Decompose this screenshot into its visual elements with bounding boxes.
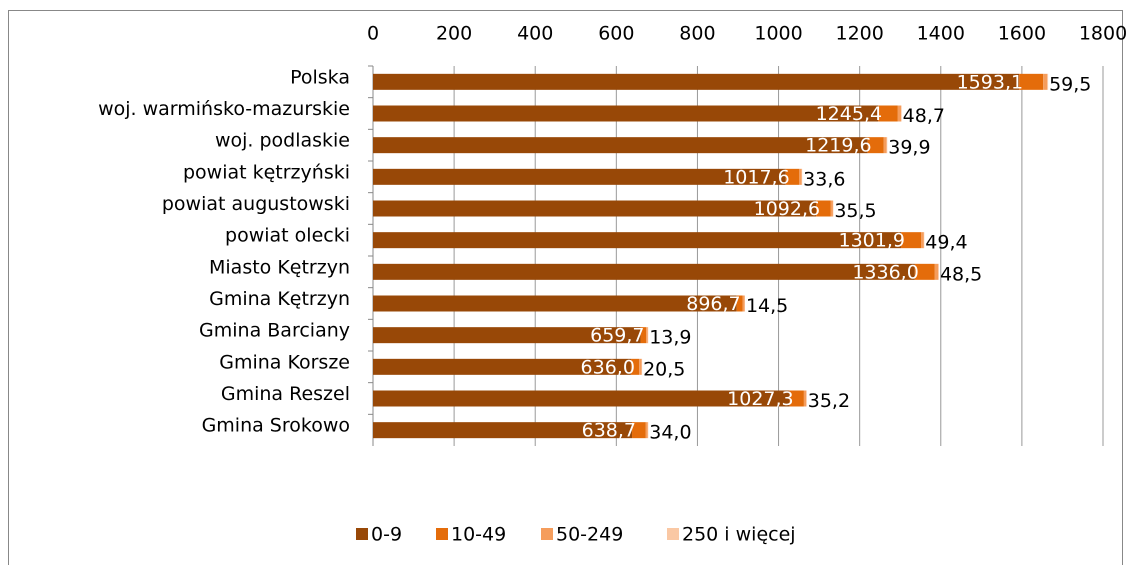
x-tick-label: 600 <box>598 23 634 45</box>
data-label: 33,6 <box>803 168 845 190</box>
data-label: 638,7 <box>582 420 636 442</box>
bar-segment <box>373 232 901 249</box>
y-tick-label: powiat olecki <box>225 225 350 247</box>
x-tick-label: 800 <box>679 23 715 45</box>
bar-segment <box>1043 73 1048 90</box>
legend-swatch <box>667 528 679 540</box>
bar-segment <box>373 263 915 280</box>
bar-segment <box>878 105 898 122</box>
x-tick-label: 1400 <box>917 23 965 45</box>
data-label: 1336,0 <box>852 261 918 283</box>
bar-segment <box>886 137 888 154</box>
bar-segment <box>901 105 902 122</box>
legend-label: 10-49 <box>451 524 506 546</box>
data-label: 1027,3 <box>727 388 793 410</box>
bar-segment <box>630 358 640 375</box>
x-tick-label: 1800 <box>1079 23 1127 45</box>
data-label: 34,0 <box>649 422 691 444</box>
y-tick-label: Gmina Kętrzyn <box>209 288 350 310</box>
bar-segment <box>373 422 633 439</box>
bar-segment <box>373 137 868 154</box>
bar-segment <box>645 422 648 439</box>
x-tick-label: 400 <box>517 23 553 45</box>
data-label: 1593,1 <box>957 71 1023 93</box>
bar-segment <box>803 390 807 407</box>
data-label: 1017,6 <box>723 166 789 188</box>
data-label: 13,9 <box>649 327 691 349</box>
bar-segment <box>639 358 642 375</box>
x-tick-label: 0 <box>367 23 379 45</box>
y-tick-label: woj. podlaskie <box>215 130 350 152</box>
bar-segment <box>632 422 646 439</box>
bar-segment <box>373 73 1020 90</box>
data-label: 48,7 <box>903 105 945 127</box>
bar-segment <box>799 168 802 185</box>
bar-segment <box>816 200 831 217</box>
bar-segment <box>938 263 939 280</box>
x-tick-label: 1600 <box>998 23 1046 45</box>
bar-segment <box>373 327 641 344</box>
bar-segment <box>736 295 743 312</box>
data-label: 1301,9 <box>839 230 905 252</box>
y-tick-label: powiat augustowski <box>162 193 350 215</box>
y-tick-label: Gmina Korsze <box>219 351 350 373</box>
legend-label: 0-9 <box>371 524 402 546</box>
bar-segment <box>373 358 631 375</box>
data-label: 896,7 <box>686 293 740 315</box>
data-label: 59,5 <box>1049 73 1091 95</box>
data-label: 1219,6 <box>805 135 871 157</box>
data-label: 39,9 <box>888 137 930 159</box>
legend-swatch <box>541 528 553 540</box>
y-tick-label: woj. warmińsko-mazurskie <box>98 98 350 120</box>
bar-segment <box>897 105 902 122</box>
data-label: 49,4 <box>925 232 967 254</box>
y-tick-label: Gmina Reszel <box>221 383 350 405</box>
x-tick-label: 1200 <box>835 23 883 45</box>
data-label: 1092,6 <box>754 198 820 220</box>
legend-swatch <box>356 528 368 540</box>
bar-segment <box>373 390 790 407</box>
x-tick-label: 1000 <box>754 23 802 45</box>
data-label: 35,5 <box>834 200 876 222</box>
bar-segment <box>640 327 647 344</box>
bar-segment <box>830 200 833 217</box>
bar-segment <box>785 168 800 185</box>
data-label: 636,0 <box>581 356 635 378</box>
bar-segment <box>373 105 879 122</box>
bar-segment <box>934 263 939 280</box>
bar-segment <box>867 137 884 154</box>
legend-label: 250 i więcej <box>682 524 796 546</box>
y-tick-label: Polska <box>290 66 350 88</box>
bar-segment <box>742 295 745 312</box>
y-tick-label: powiat kętrzyński <box>183 161 350 183</box>
bar-segment <box>373 200 817 217</box>
legend-label: 50-249 <box>556 524 623 546</box>
bar-segment <box>883 137 887 154</box>
data-label: 659,7 <box>590 325 644 347</box>
bar-segment <box>1019 73 1044 90</box>
bar-segment <box>1047 73 1049 90</box>
legend-swatch <box>436 528 448 540</box>
bar-segment <box>373 295 737 312</box>
data-label: 1245,4 <box>816 103 882 125</box>
data-label: 35,2 <box>808 390 850 412</box>
bar-segment <box>921 232 924 249</box>
bar-segment <box>646 327 648 344</box>
data-label: 20,5 <box>643 358 685 380</box>
y-tick-label: Gmina Barciany <box>199 320 350 342</box>
data-label: 48,5 <box>940 263 982 285</box>
bar-segment <box>914 263 935 280</box>
data-label: 14,5 <box>746 295 788 317</box>
bar-segment <box>373 168 786 185</box>
x-tick-label: 200 <box>436 23 472 45</box>
bar-segment <box>900 232 922 249</box>
chart-frame <box>8 10 1123 565</box>
bar-segment <box>789 390 804 407</box>
y-tick-label: Gmina Srokowo <box>202 415 350 437</box>
y-tick-label: Miasto Kętrzyn <box>209 256 350 278</box>
